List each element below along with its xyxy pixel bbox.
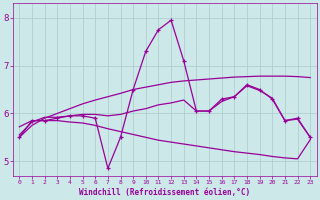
X-axis label: Windchill (Refroidissement éolien,°C): Windchill (Refroidissement éolien,°C) bbox=[79, 188, 250, 197]
